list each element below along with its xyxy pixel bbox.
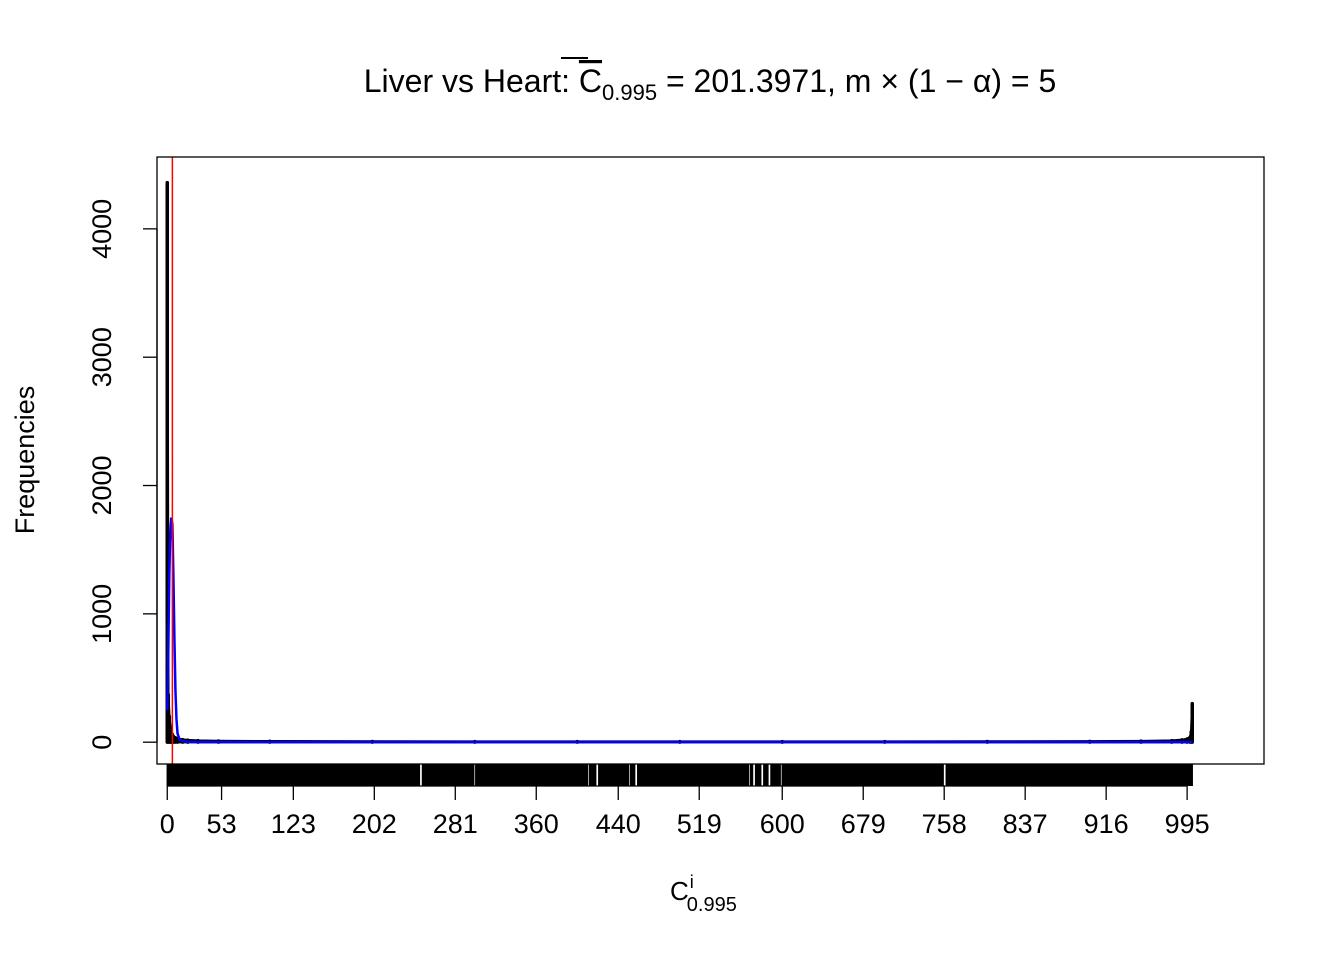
y-tick-label: 0 [87,735,117,750]
x-tick-label: 0 [160,809,175,839]
x-tick-label: 679 [841,809,886,839]
rug-mark [637,764,750,786]
rug-mark [749,764,754,786]
xlabel-superscript: i [690,872,694,892]
rug-mark [421,764,475,786]
blue-density-curve [166,517,1193,744]
y-axis-label: Frequencies [10,386,40,535]
x-tick-label: 123 [271,809,316,839]
title-subscript: 0.995 [602,80,657,105]
plot-frame [156,156,1265,765]
x-tick-label: 837 [1003,809,1048,839]
x-tick-label: 281 [433,809,478,839]
xlabel-symbol: C [670,876,689,906]
rug-mark [629,764,636,786]
rug-mark [588,764,597,786]
title-prefix: Liver vs Heart: [364,63,579,99]
y-tick-label: 1000 [87,584,117,644]
title-value: = 201.3971, m × (1 − α) = 5 [657,63,1056,99]
rug-mark [475,764,589,786]
chart-title: Liver vs Heart: C0.995 = 201.3971, m × (… [364,63,1057,105]
x-tick-label: 758 [922,809,967,839]
rug-mark [770,764,781,786]
y-axis: 0 1000 2000 3000 4000 [87,199,158,750]
series-group [165,180,1194,744]
x-tick-label: 360 [514,809,559,839]
rug-mark [763,764,769,786]
x-tick-label: 53 [207,809,237,839]
x-tick-label: 202 [352,809,397,839]
y-tick-label: 4000 [87,199,117,259]
x-axis-label: Ci 0.995 [670,872,737,916]
y-tick-label: 2000 [87,455,117,515]
x-tick-label: 916 [1084,809,1129,839]
x-tick-label: 519 [677,809,722,839]
spike-envelope [166,181,1194,744]
x-axis: 0 53 123 202 281 360 440 519 600 679 758 837 916 995 [160,785,1210,839]
title-symbol: C [579,63,602,99]
rug-mark [781,764,944,786]
rug-mark [754,764,762,786]
rug-marks [166,764,1193,786]
y-tick-label: 3000 [87,327,117,387]
rug-mark [166,764,421,786]
rug-mark [598,764,630,786]
x-tick-label: 995 [1165,809,1210,839]
xlabel-subscript: 0.995 [687,894,737,916]
x-tick-label: 600 [760,809,805,839]
x-tick-label: 440 [596,809,641,839]
rug-mark [945,764,1193,786]
